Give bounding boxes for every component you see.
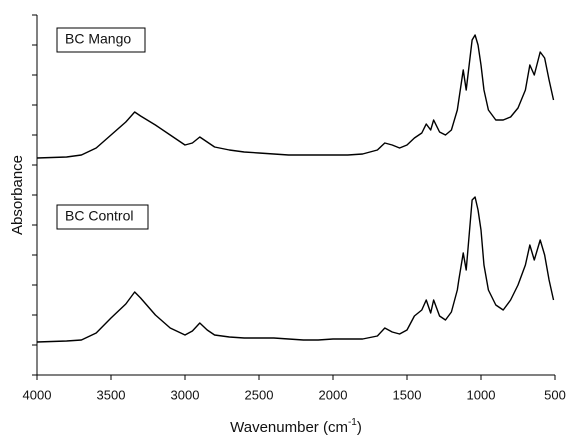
x-tick-label: 4000 xyxy=(23,387,52,402)
y-axis-label: Absorbance xyxy=(9,155,26,235)
x-axis-label-sup: -1 xyxy=(348,417,357,428)
x-tick-label: 3500 xyxy=(97,387,126,402)
series-label: BC Control xyxy=(65,208,133,224)
x-tick-label: 2500 xyxy=(245,387,274,402)
series-label: BC Mango xyxy=(65,31,131,47)
spectrum-line xyxy=(36,34,555,159)
x-axis-label: Wavenumber (cm-1) xyxy=(230,417,362,436)
x-tick-label: 1000 xyxy=(467,387,496,402)
spectrum-line xyxy=(36,196,555,343)
x-tick-label: 3000 xyxy=(171,387,200,402)
x-tick-label: 2000 xyxy=(319,387,348,402)
x-tick-label: 500 xyxy=(544,387,566,402)
series-label-box xyxy=(56,27,146,53)
x-axis-label-text: Wavenumber (cm xyxy=(230,419,348,436)
x-axis-label-end: ) xyxy=(357,419,362,436)
series-label-box xyxy=(56,204,149,230)
x-tick-label: 1500 xyxy=(393,387,422,402)
